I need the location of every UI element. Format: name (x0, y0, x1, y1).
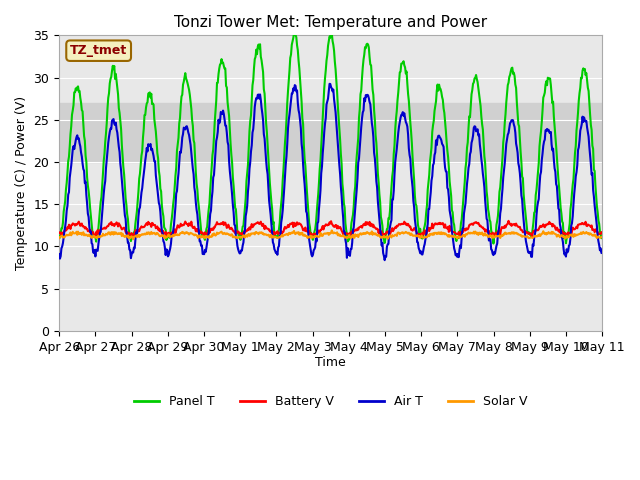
Battery V (397, 221, 405, 227)
Panel T (397, 61, 405, 67)
Battery V (413, 232, 421, 238)
Air T (176, 149, 184, 155)
Panel T (65, 154, 73, 160)
Air T (326, 81, 333, 87)
Solar V (598, 234, 606, 240)
Battery V (121, 226, 129, 232)
Battery V (130, 234, 138, 240)
Solar V (65, 232, 73, 238)
Air T (381, 257, 388, 263)
Air T (598, 250, 606, 256)
Panel T (290, 30, 298, 36)
Air T (414, 240, 422, 245)
Battery V (205, 230, 213, 236)
Solar V (328, 228, 335, 233)
Legend: Panel T, Battery V, Air T, Solar V: Panel T, Battery V, Air T, Solar V (129, 390, 532, 413)
Air T (398, 111, 406, 117)
Battery V (65, 222, 73, 228)
Panel T (490, 240, 497, 246)
Air T (65, 189, 73, 195)
Battery V (598, 230, 606, 236)
Panel T (176, 115, 184, 121)
Solar V (398, 229, 406, 235)
Solar V (414, 233, 422, 239)
Panel T (598, 235, 606, 241)
Battery V (55, 230, 63, 236)
Line: Panel T: Panel T (59, 33, 602, 243)
Air T (121, 213, 129, 218)
Panel T (121, 183, 129, 189)
Solar V (177, 230, 184, 236)
Text: TZ_tmet: TZ_tmet (70, 44, 127, 57)
Line: Solar V: Solar V (59, 230, 602, 239)
Air T (205, 230, 212, 236)
Solar V (205, 233, 213, 239)
Solar V (129, 236, 137, 242)
Air T (55, 251, 63, 257)
Battery V (177, 221, 184, 227)
Battery V (505, 218, 513, 224)
Panel T (205, 207, 212, 213)
Panel T (413, 210, 421, 216)
Y-axis label: Temperature (C) / Power (V): Temperature (C) / Power (V) (15, 96, 28, 270)
X-axis label: Time: Time (316, 356, 346, 369)
Bar (59, 103, 602, 162)
Panel T (55, 234, 63, 240)
Line: Battery V: Battery V (59, 221, 602, 237)
Solar V (55, 235, 63, 241)
Solar V (121, 234, 129, 240)
Title: Tonzi Tower Met: Temperature and Power: Tonzi Tower Met: Temperature and Power (174, 15, 487, 30)
Line: Air T: Air T (59, 84, 602, 260)
